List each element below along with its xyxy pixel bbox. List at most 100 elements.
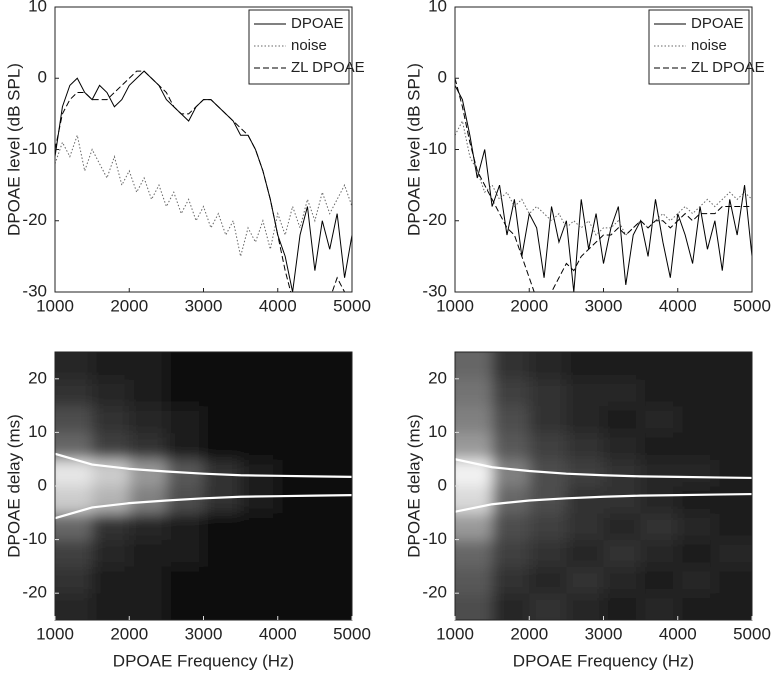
y-tick-label: 20 [28, 368, 47, 387]
heatmap-cell [529, 405, 567, 433]
x-axis-label: DPOAE Frequency (Hz) [513, 651, 694, 670]
heatmap-cell [55, 352, 93, 380]
heatmap-cell [277, 352, 316, 380]
heatmap-cell [55, 378, 93, 407]
series-line [55, 70, 346, 292]
x-tick-label: 3000 [585, 624, 623, 643]
series-line [55, 133, 352, 257]
heatmap-cell [55, 512, 93, 541]
heatmap-cell [166, 352, 204, 380]
boundary-curve [455, 492, 752, 513]
heatmap-cell [455, 405, 493, 433]
heatmap-cell [129, 378, 167, 407]
heatmap-cell [277, 486, 316, 514]
heatmap-cell [603, 593, 642, 620]
heatmap-cell [492, 539, 530, 567]
heatmap-cell [166, 539, 204, 567]
y-tick-label: -30 [22, 281, 47, 300]
y-tick-label: 0 [438, 475, 447, 494]
x-tick-label: 1000 [36, 624, 74, 643]
heatmap-cell [714, 405, 752, 433]
heatmap-cell [492, 593, 530, 620]
series-line [55, 70, 352, 292]
y-tick-label: -20 [22, 583, 47, 602]
y-tick-label: -30 [422, 281, 447, 300]
heatmap-cell [492, 378, 530, 407]
boundary-curve [455, 458, 752, 480]
heatmap-cell [714, 566, 752, 594]
legend: DPOAE noise ZL DPOAE [648, 9, 765, 85]
heatmap-cell [455, 352, 493, 380]
heatmap-cell [529, 566, 567, 594]
heatmap-cell [677, 352, 716, 380]
legend: DPOAE noise ZL DPOAE [248, 9, 365, 85]
heatmap-cell [640, 405, 679, 433]
y-tick-label: -20 [422, 210, 447, 229]
legend-label: DPOAE [291, 15, 344, 32]
x-tick-label: 1000 [436, 624, 474, 643]
heatmap-cell [603, 486, 642, 514]
heatmap-cell [314, 405, 352, 433]
heatmap-cell [566, 512, 604, 541]
heatmap-cell [203, 512, 242, 541]
heatmap-cell [240, 539, 279, 567]
heatmap-cell [677, 593, 716, 620]
heatmap-cell [166, 378, 204, 407]
heatmap-cell [529, 512, 567, 541]
heatmap-cell [277, 378, 316, 407]
panel: 1000 2000 3000 4000 5000 -20 -10 0 10 20 DPOAE del… [404, 351, 771, 670]
heatmap-cell [640, 539, 679, 567]
y-tick-label: 0 [38, 68, 47, 87]
heatmap-cell [166, 405, 204, 433]
x-tick-label: 5000 [333, 624, 371, 643]
heatmap-cell [55, 566, 93, 594]
heatmap-cell [240, 405, 279, 433]
heatmap-cell [240, 512, 279, 541]
boundary-curve [55, 452, 352, 478]
heatmap-cell [677, 566, 716, 594]
legend-label: ZL DPOAE [291, 59, 365, 76]
x-tick-label: 2000 [110, 296, 148, 315]
heatmap-cell [314, 352, 352, 380]
x-axis-label: DPOAE Frequency (Hz) [113, 651, 294, 670]
heatmap-cell [677, 486, 716, 514]
y-tick-label: 10 [28, 422, 47, 441]
heatmap-cell [677, 405, 716, 433]
heatmap-cell [277, 405, 316, 433]
heatmap-cell [203, 539, 242, 567]
heatmap-cell [240, 352, 279, 380]
heatmap-cell [492, 512, 530, 541]
heatmap-cell [714, 432, 752, 460]
heatmap-cell [92, 432, 130, 460]
heatmap-cell [55, 405, 93, 433]
heatmap-cell [314, 566, 352, 594]
heatmap-cell [603, 512, 642, 541]
x-tick-label: 2000 [110, 624, 148, 643]
heatmap-cell [640, 352, 679, 380]
heatmap-cell [129, 566, 167, 594]
y-tick-label: -10 [422, 139, 447, 158]
plot-area [455, 352, 752, 620]
heatmap-cell [566, 539, 604, 567]
heatmap-cell [166, 566, 204, 594]
heatmap-cell [129, 352, 167, 380]
heatmap-cell [566, 566, 604, 594]
heatmap-cell [529, 432, 567, 460]
heatmap-cell [529, 352, 567, 380]
heatmap-cell [92, 405, 130, 433]
heatmap-cell [129, 512, 167, 541]
heatmap-cell [566, 352, 604, 380]
heatmap-cell [677, 432, 716, 460]
heatmap-cell [314, 459, 352, 487]
heatmap-cell [566, 486, 604, 514]
legend-box [248, 9, 350, 85]
heatmap-cell [566, 405, 604, 433]
heatmap-cell [277, 432, 316, 460]
series-line [455, 85, 752, 292]
heatmap-cell [455, 459, 493, 487]
panel: 1000 2000 3000 4000 5000 -30 -20 -10 0 10 DPOAE le… [404, 0, 770, 315]
boundary-curve [55, 494, 352, 520]
heatmap-cell [92, 378, 130, 407]
heatmap-cell [455, 432, 493, 460]
